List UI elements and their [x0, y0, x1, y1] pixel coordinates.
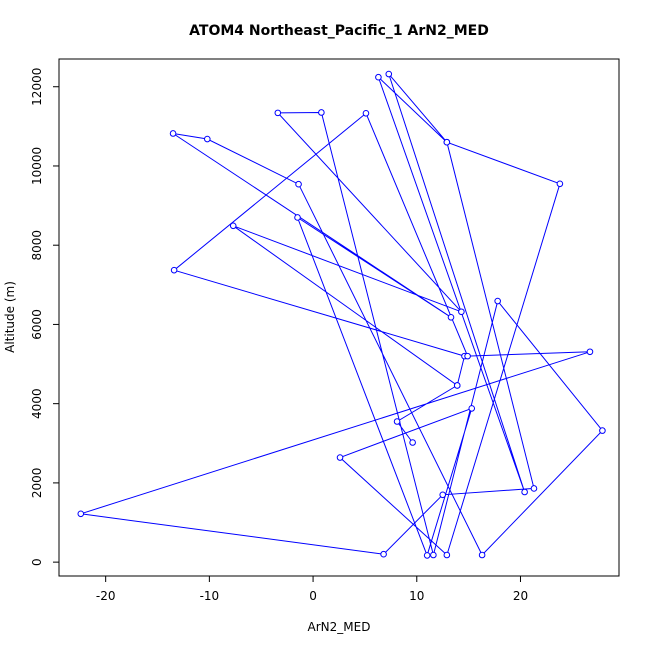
- y-tick-label: 4000: [30, 388, 44, 419]
- x-axis: -20 -10 0 10 20: [96, 576, 528, 603]
- x-tick-label: -10: [200, 589, 220, 603]
- y-axis: 0 2000 4000 6000 8000 10000 12000: [30, 68, 59, 566]
- plot-frame: [58, 58, 620, 577]
- data-point: [295, 180, 302, 188]
- y-tick-label: 2000: [30, 468, 44, 499]
- data-point: [521, 488, 528, 496]
- data-point: [274, 109, 282, 117]
- x-tick-label: -20: [96, 589, 116, 603]
- y-axis-label: Altitude (m): [3, 281, 17, 353]
- series-line: [80, 73, 604, 557]
- data-point: [294, 214, 301, 221]
- data-point: [423, 552, 431, 559]
- data-point: [170, 266, 178, 274]
- x-tick-label: 10: [409, 589, 424, 603]
- data-point: [362, 109, 370, 117]
- data-point: [494, 297, 501, 305]
- data-point: [169, 130, 177, 137]
- data-point: [430, 551, 437, 559]
- data-point: [599, 427, 606, 434]
- data-point: [318, 109, 325, 116]
- data-point: [77, 510, 85, 518]
- data-point: [439, 491, 447, 499]
- data-point: [586, 348, 594, 356]
- data-point: [203, 135, 211, 143]
- data-point: [375, 73, 382, 81]
- y-tick-label: 6000: [30, 309, 44, 340]
- data-point: [409, 439, 416, 446]
- chart-title: ATOM4 Northeast_Pacific_1 ArN2_MED: [189, 23, 489, 39]
- x-tick-label: 20: [513, 589, 528, 603]
- data-point: [478, 551, 486, 559]
- data-point: [336, 454, 344, 461]
- data-point: [393, 418, 401, 425]
- data-point: [453, 382, 461, 389]
- x-tick-label: 0: [309, 589, 317, 603]
- y-tick-label: 0: [30, 558, 44, 566]
- data-point: [530, 485, 538, 492]
- data-point: [380, 550, 387, 558]
- x-axis-label: ArN2_MED: [308, 620, 371, 634]
- data-point: [385, 70, 393, 78]
- data-point: [229, 222, 237, 230]
- data-point: [556, 180, 564, 188]
- data-point: [443, 551, 451, 559]
- y-tick-label: 12000: [30, 68, 44, 106]
- data-point: [458, 308, 465, 316]
- data-point: [447, 314, 455, 321]
- y-tick-label: 10000: [30, 147, 44, 185]
- series-points: [77, 70, 606, 559]
- y-tick-label: 8000: [30, 230, 44, 261]
- data-point: [443, 138, 451, 146]
- data-point: [468, 405, 476, 412]
- data-point: [464, 352, 471, 360]
